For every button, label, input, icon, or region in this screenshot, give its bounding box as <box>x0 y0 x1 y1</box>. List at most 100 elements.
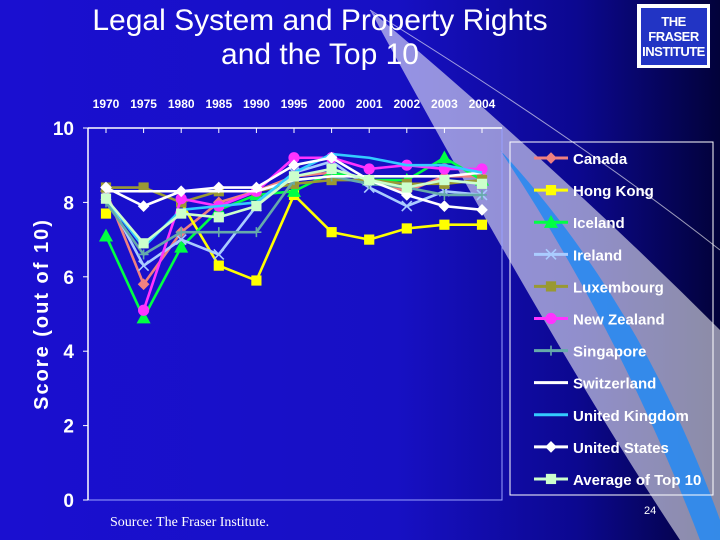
series-average-of-top-10 <box>100 163 488 249</box>
data-point-average-of-top-10 <box>476 178 488 189</box>
legend-item-ireland: Ireland <box>534 247 622 264</box>
data-point-average-of-top-10 <box>439 174 450 186</box>
page-number: 24 <box>644 505 657 517</box>
legend-item-iceland: Iceland <box>534 214 625 232</box>
legend-marker <box>545 473 557 485</box>
data-point-ireland <box>138 260 150 272</box>
data-point-united-states <box>175 185 188 198</box>
legend-item-canada: Canada <box>534 151 628 168</box>
x-tick-label: 1995 <box>281 97 308 111</box>
legend-marker <box>545 441 557 453</box>
data-point-hong-kong <box>213 260 224 271</box>
legend-label: Ireland <box>573 247 622 264</box>
data-point-united-states <box>325 151 338 164</box>
legend-marker <box>545 281 557 292</box>
x-tick-label: 1970 <box>93 97 120 111</box>
legend-marker <box>545 248 557 260</box>
legend-item-new-zealand: New Zealand <box>534 312 665 329</box>
data-point-hong-kong <box>326 227 337 238</box>
fraser-institute-logo: THE FRASER INSTITUTE <box>637 4 710 68</box>
source-note: Source: The Fraser Institute. <box>110 515 270 530</box>
data-point-singapore <box>176 227 187 238</box>
data-point-iceland <box>98 228 114 242</box>
legend-marker <box>545 185 557 196</box>
data-point-ireland <box>401 200 413 212</box>
data-point-average-of-top-10 <box>326 163 337 175</box>
legend-box <box>509 141 714 496</box>
y-tick-label: 6 <box>63 268 74 289</box>
legend-marker <box>546 345 556 356</box>
legend-label: Hong Kong <box>573 183 654 200</box>
x-tick-label: 2001 <box>356 97 383 111</box>
data-point-iceland <box>437 150 452 164</box>
x-tick-label: 1985 <box>205 97 232 111</box>
slide-title: Legal System and Property Rights and the… <box>20 4 620 72</box>
y-axis-title: Score (out of 10) <box>31 218 53 410</box>
x-tick-label: 1975 <box>130 97 157 111</box>
data-point-united-states <box>438 200 451 212</box>
data-point-hong-kong <box>364 234 375 245</box>
legend-item-united-states: United States <box>534 440 669 457</box>
data-point-ireland <box>175 234 187 246</box>
legend-label: United Kingdom <box>573 408 689 425</box>
legend-item-average-of-top-10: Average of Top 10 <box>534 472 701 489</box>
data-point-average-of-top-10 <box>364 174 375 186</box>
data-point-singapore <box>138 249 149 260</box>
series-line-new-zealand <box>142 156 482 311</box>
x-tick-label: 2002 <box>393 97 420 111</box>
legend-item-luxembourg: Luxembourg <box>534 279 664 296</box>
data-point-hong-kong <box>476 219 488 230</box>
legend-item-hong-kong: Hong Kong <box>534 183 654 200</box>
data-point-united-states <box>212 181 225 194</box>
x-tick-label: 1990 <box>243 97 270 111</box>
y-tick-label: 0 <box>63 491 74 512</box>
legend-label: Singapore <box>573 344 646 361</box>
x-tick-label: 2003 <box>431 97 458 111</box>
y-tick-label: 10 <box>53 119 74 140</box>
x-tick-label: 2000 <box>318 97 345 111</box>
data-point-average-of-top-10 <box>213 212 224 223</box>
slide-title-line-1: Legal System and Property Rights <box>92 4 548 37</box>
data-point-singapore <box>477 189 487 200</box>
data-point-iceland <box>286 183 302 197</box>
data-point-united-states <box>100 181 112 194</box>
legend-item-singapore: Singapore <box>534 344 646 361</box>
legend-marker <box>545 152 557 164</box>
x-tick-label: 2004 <box>469 97 496 111</box>
legend-item-united-kingdom: United Kingdom <box>534 408 689 425</box>
data-point-average-of-top-10 <box>288 171 300 182</box>
data-point-hong-kong <box>439 219 450 230</box>
data-point-singapore <box>213 227 224 238</box>
data-point-singapore <box>439 189 450 200</box>
data-point-new-zealand <box>138 304 150 316</box>
legend-label: Canada <box>573 151 628 168</box>
y-tick-label: 4 <box>63 342 74 363</box>
legend-label: Luxembourg <box>573 279 664 296</box>
legend-label: Switzerland <box>573 376 656 393</box>
data-point-united-states <box>476 203 488 216</box>
legend-label: Iceland <box>573 215 625 232</box>
data-point-canada <box>137 278 150 291</box>
data-point-average-of-top-10 <box>100 193 112 204</box>
data-point-united-states <box>250 181 263 194</box>
data-point-iceland <box>174 239 189 253</box>
legend-marker <box>545 312 557 325</box>
data-point-iceland <box>136 310 151 324</box>
legend-item-switzerland: Switzerland <box>534 376 656 393</box>
data-point-average-of-top-10 <box>176 208 187 219</box>
y-tick-label: 2 <box>63 417 74 438</box>
data-point-united-states <box>288 159 300 172</box>
legend-label: Average of Top 10 <box>573 472 701 489</box>
x-tick-label: 1980 <box>168 97 195 111</box>
data-point-singapore <box>251 227 262 238</box>
logo-line-2: INSTITUTE <box>642 43 705 59</box>
data-point-hong-kong <box>251 275 262 286</box>
legend-label: United States <box>573 440 669 457</box>
data-point-new-zealand <box>363 163 375 175</box>
logo-line-1: THE FRASER <box>648 13 699 44</box>
slide-title-line-2: and the Top 10 <box>221 38 419 71</box>
legend-label: New Zealand <box>573 312 665 329</box>
legend-marker <box>543 214 559 228</box>
